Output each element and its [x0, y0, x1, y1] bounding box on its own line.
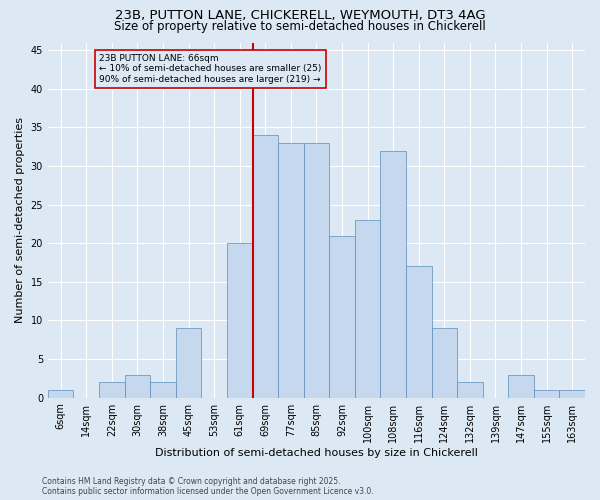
Bar	[380, 150, 406, 398]
Bar	[150, 382, 176, 398]
Bar	[278, 143, 304, 398]
Bar	[227, 244, 253, 398]
Bar	[125, 374, 150, 398]
Bar	[559, 390, 585, 398]
Bar	[329, 236, 355, 398]
Bar	[508, 374, 534, 398]
X-axis label: Distribution of semi-detached houses by size in Chickerell: Distribution of semi-detached houses by …	[155, 448, 478, 458]
Text: Size of property relative to semi-detached houses in Chickerell: Size of property relative to semi-detach…	[114, 20, 486, 33]
Bar	[406, 266, 431, 398]
Text: 23B, PUTTON LANE, CHICKERELL, WEYMOUTH, DT3 4AG: 23B, PUTTON LANE, CHICKERELL, WEYMOUTH, …	[115, 9, 485, 22]
Bar	[253, 135, 278, 398]
Text: Contains HM Land Registry data © Crown copyright and database right 2025.
Contai: Contains HM Land Registry data © Crown c…	[42, 476, 374, 496]
Bar	[431, 328, 457, 398]
Text: 23B PUTTON LANE: 66sqm
← 10% of semi-detached houses are smaller (25)
90% of sem: 23B PUTTON LANE: 66sqm ← 10% of semi-det…	[99, 54, 322, 84]
Bar	[304, 143, 329, 398]
Bar	[355, 220, 380, 398]
Bar	[534, 390, 559, 398]
Bar	[176, 328, 202, 398]
Bar	[99, 382, 125, 398]
Y-axis label: Number of semi-detached properties: Number of semi-detached properties	[15, 117, 25, 323]
Bar	[48, 390, 73, 398]
Bar	[457, 382, 482, 398]
